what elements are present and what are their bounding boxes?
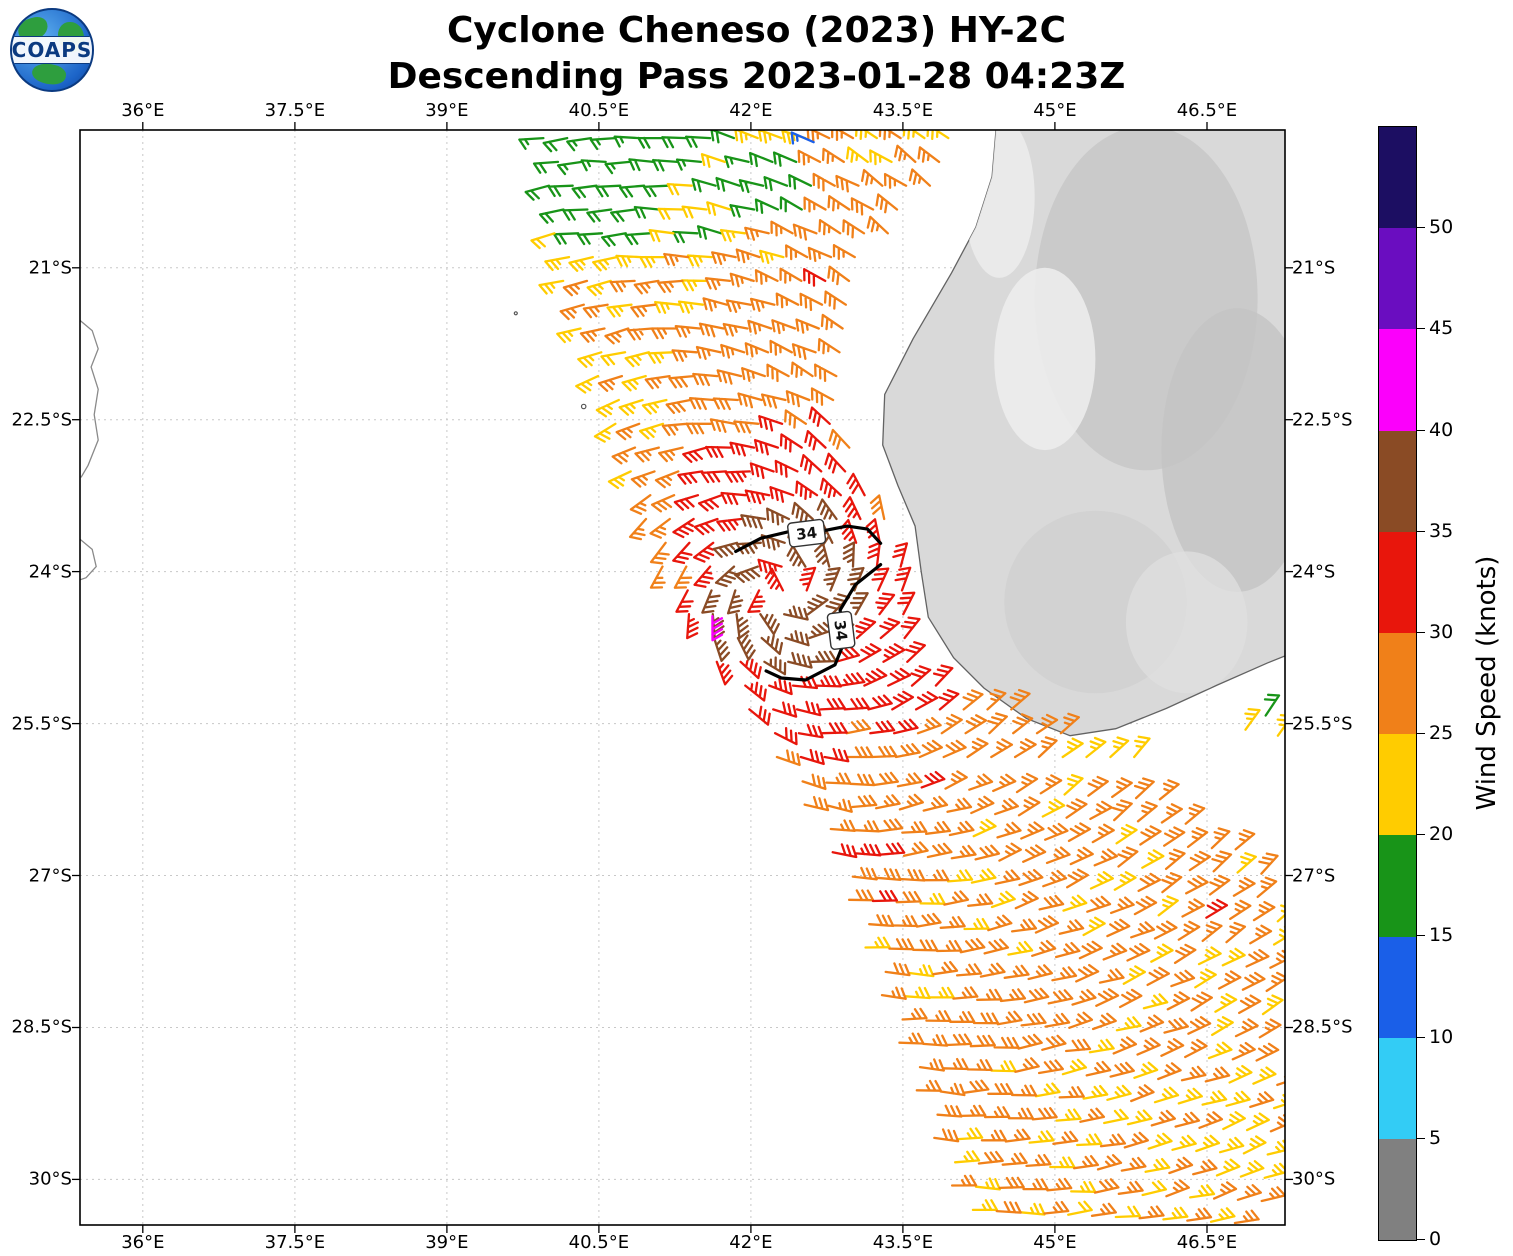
colorbar-segment	[1379, 329, 1416, 431]
colorbar-gradient	[1379, 127, 1416, 1241]
coaps-logo: COAPS	[10, 8, 94, 92]
svg-text:34: 34	[830, 619, 850, 642]
colorbar-segment	[1379, 430, 1416, 532]
chart-title: Cyclone Cheneso (2023) HY-2C	[446, 10, 1067, 51]
plot-border	[79, 129, 1286, 1226]
logo-text: COAPS	[11, 38, 93, 62]
colorbar-segment	[1379, 835, 1416, 937]
colorbar	[1378, 126, 1417, 1241]
colorbar-segment	[1379, 936, 1416, 1038]
logo-banner: COAPS	[11, 36, 93, 64]
colorbar-segment	[1379, 734, 1416, 836]
wind-barbs-layer	[518, 130, 1285, 1225]
chart-title-block: Cyclone Cheneso (2023) HY-2C Descending …	[0, 8, 1513, 100]
globe-land-shape	[30, 61, 68, 87]
axis-tick-marks	[72, 122, 1293, 1233]
contour-34kt: 34 34	[734, 518, 883, 682]
landmass-madagascar	[882, 130, 1285, 737]
colorbar-segment	[1379, 1037, 1416, 1139]
coastline-fragments	[80, 311, 587, 581]
colorbar-axis-label: Wind Speed (knots)	[1472, 555, 1502, 811]
globe-icon: COAPS	[10, 8, 94, 92]
chart-subtitle: Descending Pass 2023-01-28 04:23Z	[387, 56, 1126, 98]
svg-text:34: 34	[795, 523, 818, 543]
colorbar-segment	[1379, 531, 1416, 633]
colorbar-segment	[1379, 632, 1416, 735]
colorbar-segment	[1379, 127, 1416, 229]
colorbar-segment	[1379, 228, 1416, 330]
colorbar-segment	[1379, 1138, 1416, 1241]
